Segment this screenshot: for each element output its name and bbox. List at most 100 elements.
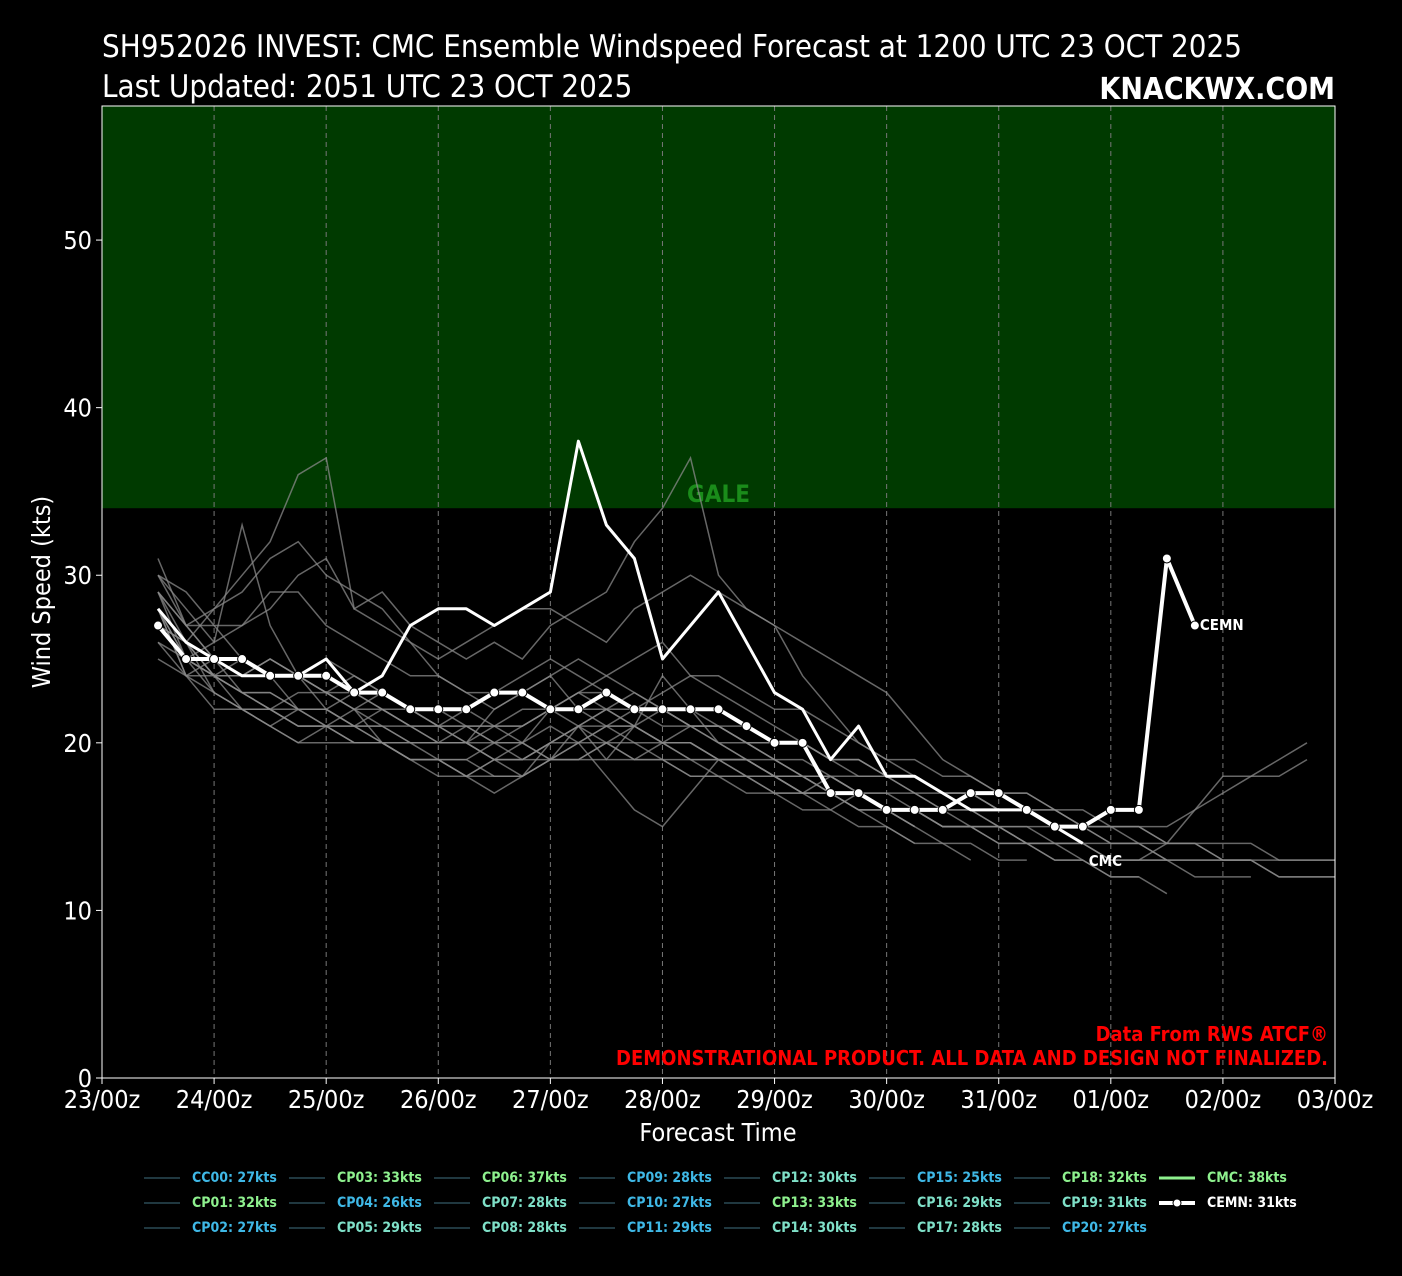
legend-item: CP15: 25kts: [865, 1165, 1002, 1190]
legend-item: CP04: 26kts: [285, 1190, 422, 1215]
legend-column: CP06: 37kts CP07: 28kts CP08: 28kts: [430, 1165, 567, 1240]
legend-label: CP18: 32kts: [1062, 1169, 1147, 1186]
cemn-point: [349, 687, 360, 698]
x-tick-label: 02/00z: [1185, 1085, 1262, 1114]
legend-item: CP01: 32kts: [140, 1190, 277, 1215]
legend-item: CP08: 28kts: [430, 1215, 567, 1240]
legend-label: CP20: 27kts: [1062, 1219, 1147, 1236]
legend-label: CP08: 28kts: [482, 1219, 567, 1236]
cemn-point: [1133, 804, 1144, 815]
y-tick-label: 0: [78, 1064, 92, 1093]
legend-swatch: [724, 1201, 760, 1204]
member-line-cp18: [157, 557, 1335, 861]
legend-label: CP09: 28kts: [627, 1169, 712, 1186]
legend-item: CP18: 32kts: [1010, 1165, 1147, 1190]
legend-swatch: [579, 1201, 615, 1204]
legend-item: CEMN: 31kts: [1155, 1190, 1297, 1215]
legend-item: CP02: 27kts: [140, 1215, 277, 1240]
legend-column: CP15: 25kts CP16: 29kts CP17: 28kts: [865, 1165, 1002, 1240]
y-tick-label: 30: [63, 561, 92, 590]
legend-item: CP20: 27kts: [1010, 1215, 1147, 1240]
y-tick-label: 20: [63, 729, 92, 758]
legend-swatch: [1014, 1176, 1050, 1179]
cemn-point: [321, 670, 332, 681]
cemn-point: [265, 670, 276, 681]
cemn-point: [1021, 804, 1032, 815]
legend-label: CP03: 33kts: [337, 1169, 422, 1186]
cemn-point: [853, 788, 864, 799]
legend-item: CP10: 27kts: [575, 1190, 712, 1215]
cemn-point: [405, 704, 416, 715]
legend-swatch: [289, 1176, 325, 1179]
cemn-point: [573, 704, 584, 715]
cemn-point: [181, 654, 192, 665]
legend-swatch: [724, 1176, 760, 1179]
legend-column: CC00: 27kts CP01: 32kts CP02: 27kts: [140, 1165, 277, 1240]
cemn-point: [237, 654, 248, 665]
legend-label: CP17: 28kts: [917, 1219, 1002, 1236]
cemn-point: [657, 704, 668, 715]
legend-swatch: [579, 1226, 615, 1229]
legend-swatch: [434, 1176, 470, 1179]
legend-label: CP15: 25kts: [917, 1169, 1002, 1186]
x-tick-label: 23/00z: [64, 1085, 141, 1114]
cemn-point: [797, 737, 808, 748]
legend-label: CP16: 29kts: [917, 1194, 1002, 1211]
x-tick-label: 25/00z: [288, 1085, 365, 1114]
legend-swatch: [869, 1226, 905, 1229]
legend-label: CP07: 28kts: [482, 1194, 567, 1211]
legend-label: CP05: 29kts: [337, 1219, 422, 1236]
cemn-point: [489, 687, 500, 698]
cemn-point: [993, 788, 1004, 799]
cemn-point: [937, 804, 948, 815]
cemn-point: [769, 737, 780, 748]
cemn-point: [685, 704, 696, 715]
legend-item: CP06: 37kts: [430, 1165, 567, 1190]
member-line-cp19: [157, 558, 1335, 861]
legend-item: CP17: 28kts: [865, 1215, 1002, 1240]
x-tick-label: 26/00z: [400, 1085, 477, 1114]
legend-swatch: [579, 1176, 615, 1179]
legend-label: CP04: 26kts: [337, 1194, 422, 1211]
y-tick-label: 40: [63, 394, 92, 423]
legend-item: CP09: 28kts: [575, 1165, 712, 1190]
y-axis-title: Wind Speed (kts): [27, 496, 56, 688]
x-axis-title: Forecast Time: [639, 1118, 796, 1147]
cemn-point: [1161, 553, 1172, 564]
x-tick-label: 01/00z: [1073, 1085, 1150, 1114]
cemn-point: [965, 788, 976, 799]
legend-swatch: [144, 1201, 180, 1204]
cemn-point: [1105, 804, 1116, 815]
legend-column: CMC: 38kts CEMN: 31kts: [1155, 1165, 1297, 1215]
data-source-credit: Data From RWS ATCF®: [1096, 1022, 1328, 1046]
legend-label: CP02: 27kts: [192, 1219, 277, 1236]
cemn-point: [433, 704, 444, 715]
plot-frame: [101, 105, 1336, 1079]
cmc-line: [156, 439, 1084, 845]
disclaimer: DEMONSTRATIONAL PRODUCT. ALL DATA AND DE…: [616, 1046, 1328, 1070]
legend-swatch: [1014, 1226, 1050, 1229]
cemn-point: [293, 670, 304, 681]
legend-swatch: [289, 1226, 325, 1229]
legend-item: CP12: 30kts: [720, 1165, 857, 1190]
legend-label: CEMN: 31kts: [1207, 1194, 1297, 1211]
legend-label: CC00: 27kts: [192, 1169, 277, 1186]
cemn-point: [1189, 620, 1200, 631]
legend-label: CP19: 31kts: [1062, 1194, 1147, 1211]
legend-item: CP05: 29kts: [285, 1215, 422, 1240]
cemn-point: [153, 620, 164, 631]
legend-label: CP12: 30kts: [772, 1169, 857, 1186]
x-tick-label: 31/00z: [960, 1085, 1037, 1114]
legend-item: CP03: 33kts: [285, 1165, 422, 1190]
y-tick-label: 50: [63, 226, 92, 255]
cemn-point: [601, 687, 612, 698]
cemn-point: [713, 704, 724, 715]
axes: 0 10 20 30 40 50 23/00z 24/00z 25/00z 26/00z 27/00…: [63, 105, 1373, 1114]
cemn-point: [825, 788, 836, 799]
cemn-point: [517, 687, 528, 698]
legend-item: CP14: 30kts: [720, 1215, 857, 1240]
legend-swatch: [144, 1226, 180, 1229]
legend-label: CP13: 33kts: [772, 1194, 857, 1211]
x-tick-label: 30/00z: [848, 1085, 925, 1114]
